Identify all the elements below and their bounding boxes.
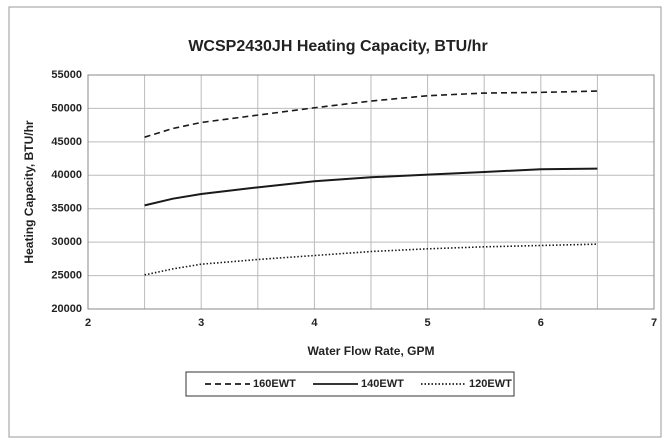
- x-tick-label: 5: [425, 317, 431, 329]
- y-tick-label: 50000: [51, 102, 82, 114]
- legend-label: 120EWT: [469, 378, 512, 390]
- y-tick-label: 30000: [51, 236, 82, 248]
- chart-border: [8, 6, 662, 438]
- series-line: [144, 167, 598, 207]
- legend-box: [185, 371, 515, 397]
- x-tick-label: 6: [538, 317, 544, 329]
- y-tick-label: 35000: [51, 203, 82, 215]
- plot-frame: [87, 74, 655, 310]
- legend-label: 140EWT: [361, 378, 404, 390]
- y-tick-label: 40000: [51, 169, 82, 181]
- y-tick-label: 55000: [51, 69, 82, 81]
- y-tick-label: 20000: [51, 303, 82, 315]
- series-line: [144, 243, 598, 276]
- x-tick-label: 2: [85, 317, 91, 329]
- x-tick-label: 7: [651, 317, 657, 329]
- legend-label: 160EWT: [253, 378, 296, 390]
- x-tick-label: 4: [311, 317, 318, 329]
- x-axis-label: Water Flow Rate, GPM: [308, 344, 435, 358]
- y-tick-label: 45000: [51, 136, 82, 148]
- chart-title: WCSP2430JH Heating Capacity, BTU/hr: [188, 38, 487, 55]
- y-tick-label: 25000: [51, 269, 82, 281]
- series-line: [144, 90, 598, 138]
- y-axis-label: Heating Capacity, BTU/hr: [22, 120, 36, 263]
- x-tick-label: 3: [198, 317, 204, 329]
